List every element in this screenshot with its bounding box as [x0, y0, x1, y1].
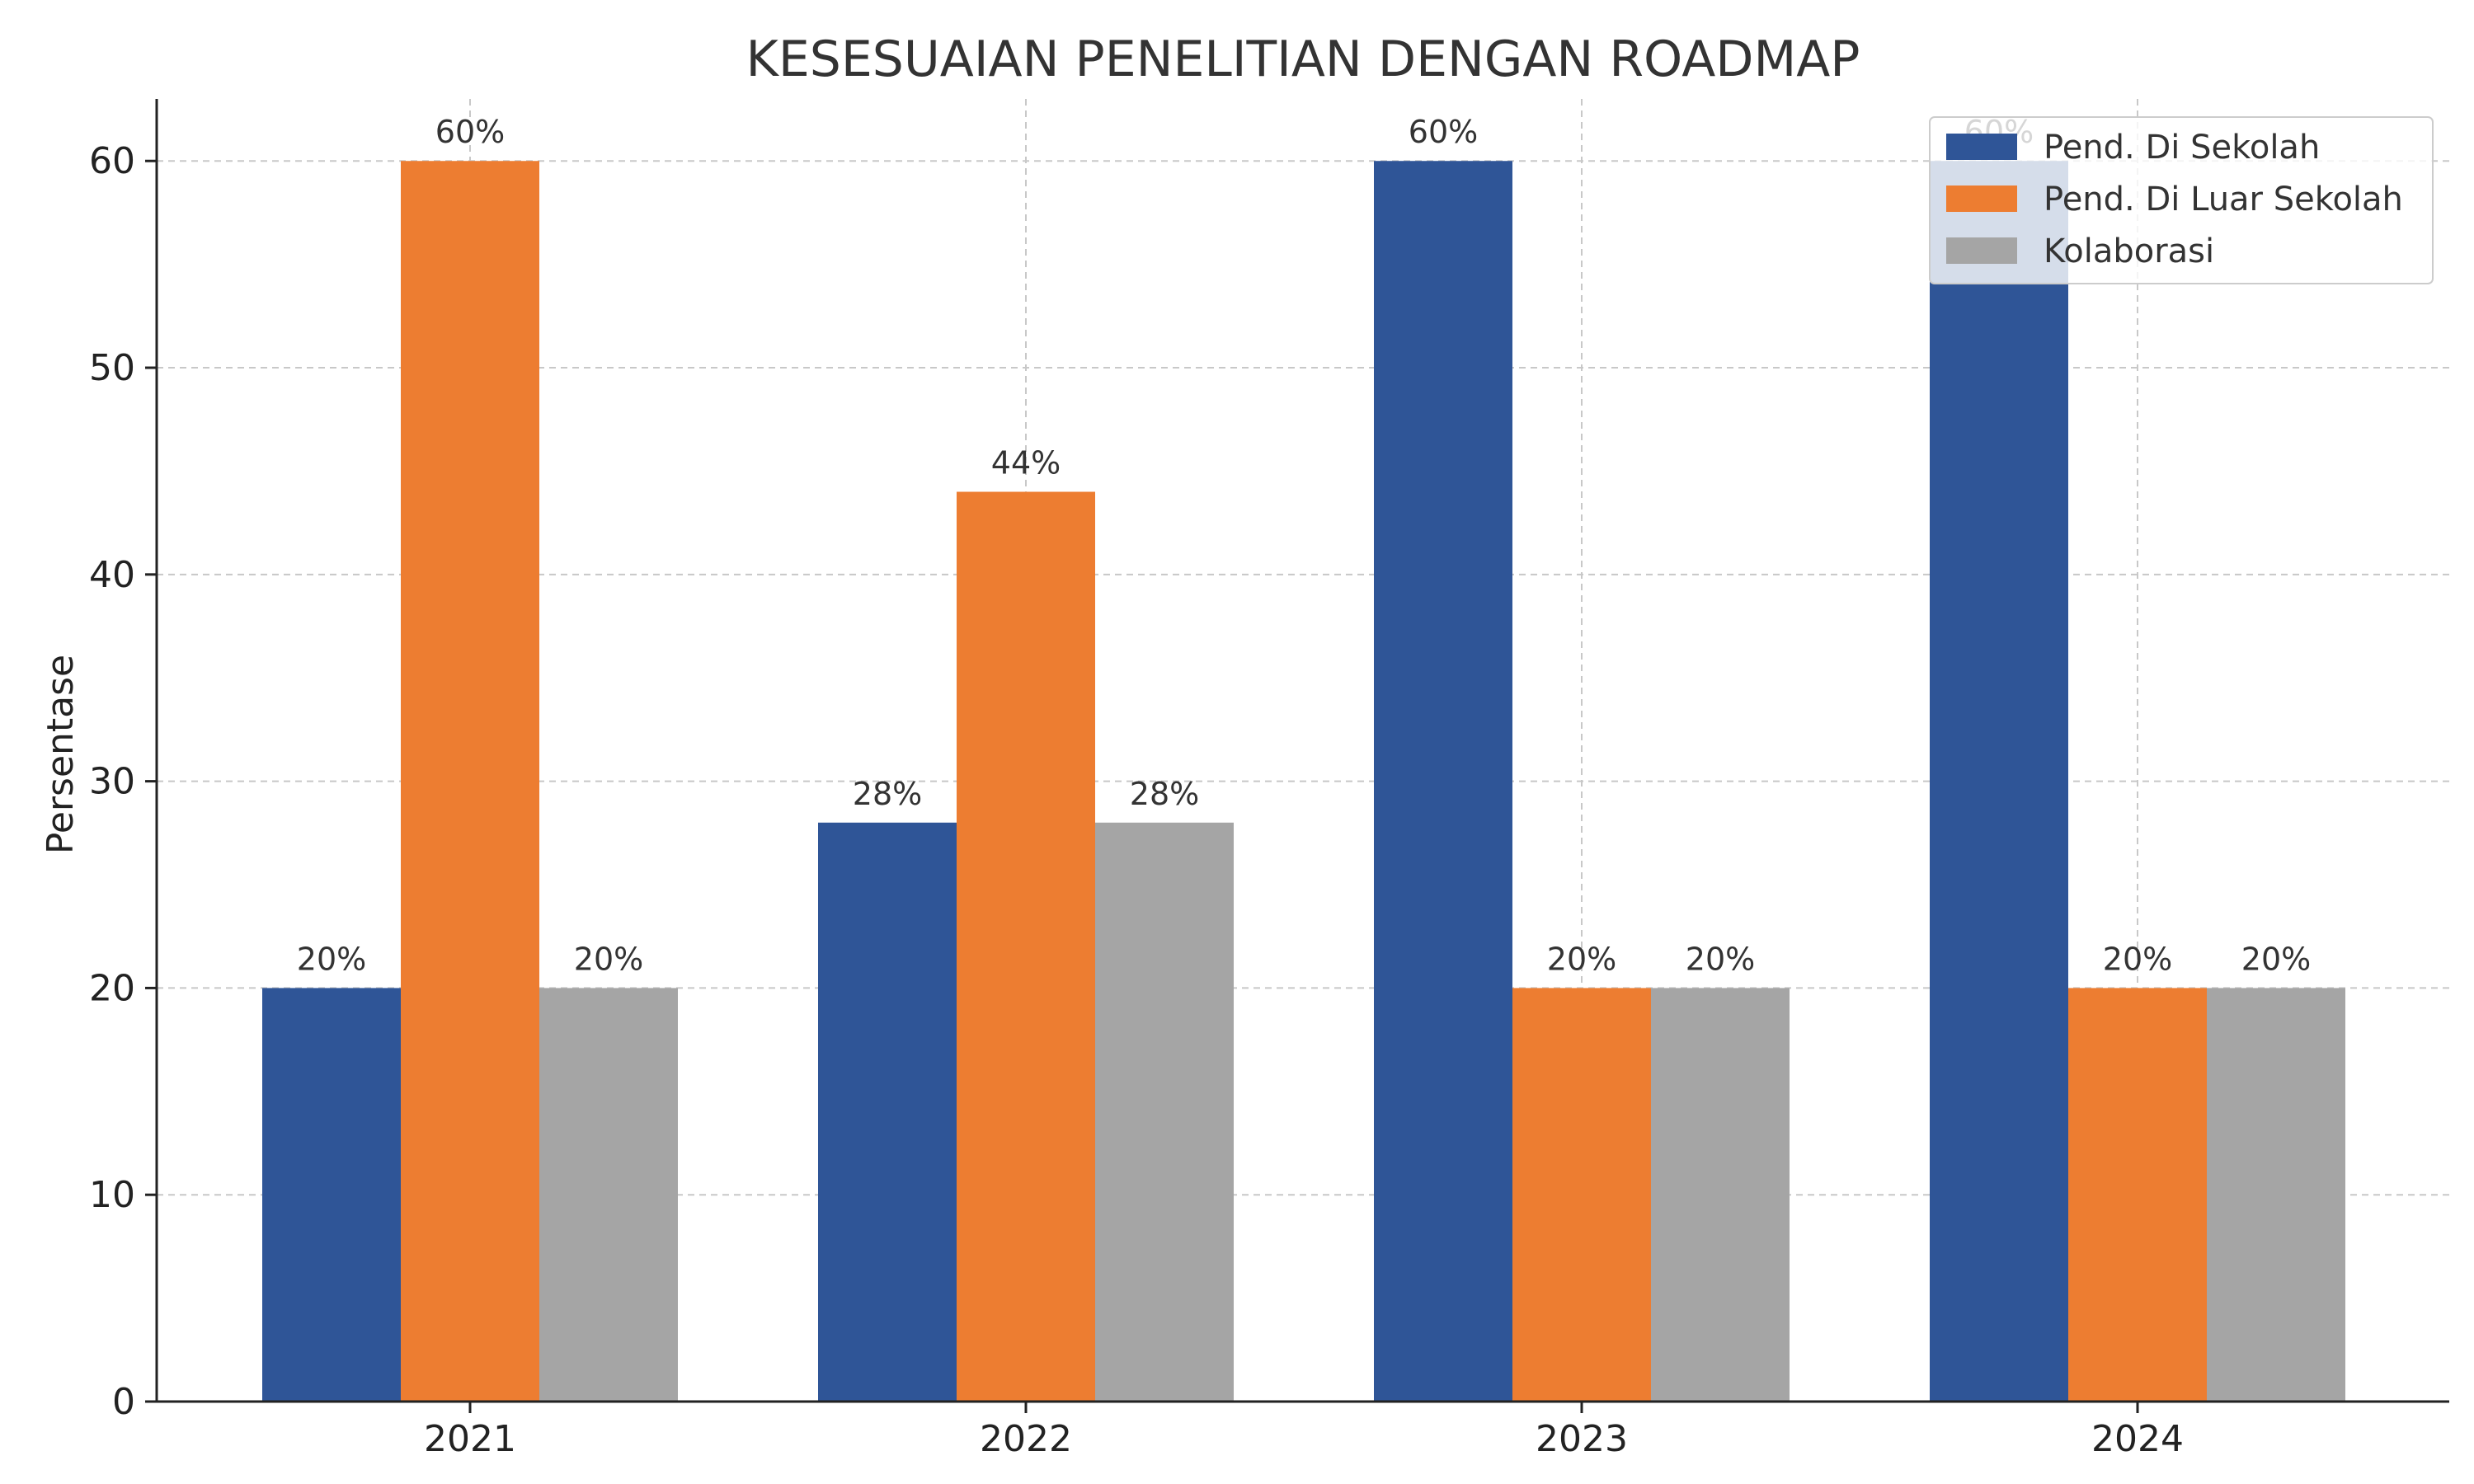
bar-2-1: [1095, 822, 1234, 1402]
data-label-0-2: 60%: [1409, 114, 1478, 150]
data-label-1-0: 60%: [435, 114, 505, 150]
bar-1-1: [957, 491, 1095, 1402]
y-tick-label-3: 30: [89, 761, 135, 803]
legend-label-1: Pend. Di Luar Sekolah: [2044, 181, 2403, 218]
y-axis-ticks: 0 10 20 30 40 50 60: [89, 140, 157, 1423]
data-label-2-3: 20%: [2241, 941, 2311, 977]
bar-0-1: [818, 822, 957, 1402]
y-tick-label-2: 20: [89, 967, 135, 1009]
chart-title: KESESUAIAN PENELITIAN DENGAN ROADMAP: [746, 31, 1860, 88]
bar-2-3: [2207, 988, 2345, 1402]
data-label-2-1: 28%: [1130, 776, 1199, 812]
data-label-0-1: 28%: [853, 776, 922, 812]
data-label-1-3: 20%: [2103, 941, 2172, 977]
x-axis-ticks: 2021 2022 2023 2024: [424, 1402, 2184, 1460]
bar-0-0: [262, 988, 401, 1402]
data-label-1-1: 44%: [991, 445, 1061, 481]
legend-swatch-1: [1946, 186, 2017, 212]
data-label-0-0: 20%: [297, 941, 366, 977]
legend-label-2: Kolaborasi: [2044, 232, 2214, 270]
bar-1-0: [401, 161, 539, 1402]
legend-box: [1929, 116, 2434, 284]
bar-0-3: [1930, 161, 2068, 1402]
legend-swatch-2: [1946, 237, 2017, 264]
x-tick-label-0: 2021: [424, 1418, 516, 1460]
data-label-2-2: 20%: [1686, 941, 1755, 977]
data-label-2-0: 20%: [574, 941, 643, 977]
bar-2-0: [539, 988, 678, 1402]
bar-0-2: [1374, 161, 1512, 1402]
legend-label-0: Pend. Di Sekolah: [2044, 129, 2320, 167]
x-tick-label-1: 2022: [980, 1418, 1072, 1460]
y-tick-label-4: 40: [89, 554, 135, 596]
legend-swatch-0: [1946, 134, 2017, 160]
axes: [155, 99, 2449, 1403]
y-tick-label-6: 60: [89, 140, 135, 182]
legend: Pend. Di Sekolah Pend. Di Luar Sekolah Kol…: [1929, 116, 2434, 284]
bar-1-2: [1512, 988, 1651, 1402]
bars: [262, 161, 2345, 1402]
y-axis-label: Persentase: [40, 655, 82, 854]
legend-items: Pend. Di Sekolah Pend. Di Luar Sekolah Kol…: [1946, 129, 2403, 270]
bar-2-2: [1651, 988, 1790, 1402]
x-tick-label-3: 2024: [2091, 1418, 2184, 1460]
bar-1-3: [2068, 988, 2207, 1402]
x-tick-label-2: 2023: [1536, 1418, 1628, 1460]
y-tick-label-1: 10: [89, 1174, 135, 1216]
data-labels: 20%28%60%60%60%44%20%20%20%28%20%20%: [297, 114, 2311, 977]
y-tick-label-5: 50: [89, 347, 135, 389]
y-tick-label-0: 0: [112, 1381, 135, 1423]
data-label-1-2: 20%: [1547, 941, 1616, 977]
